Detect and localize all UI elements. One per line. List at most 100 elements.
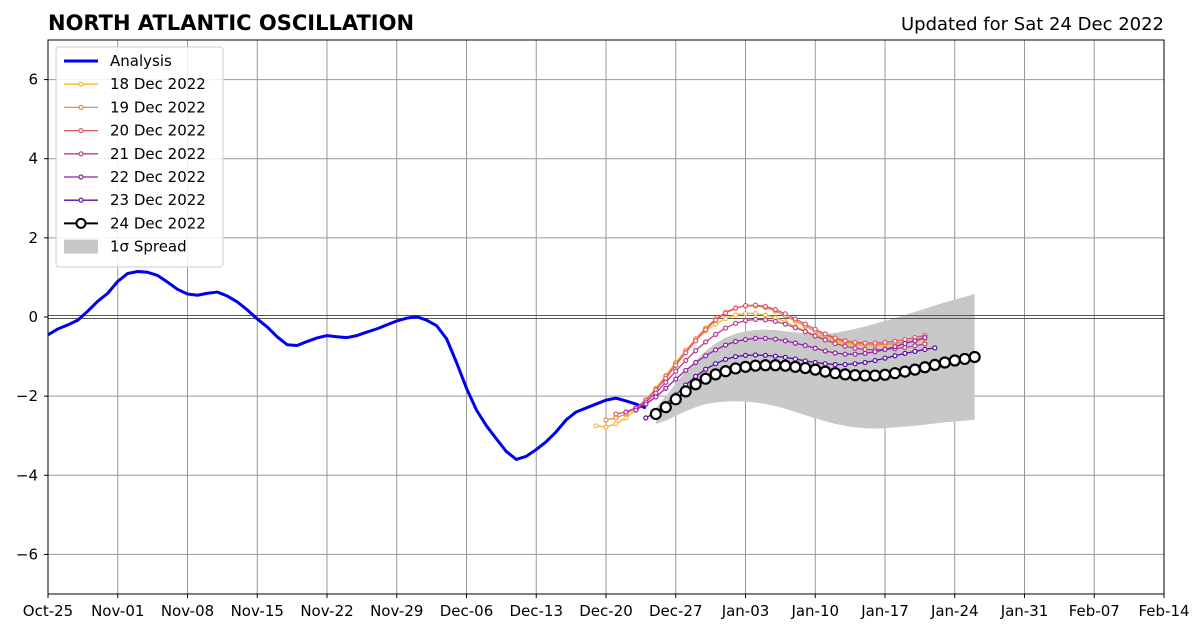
- data-point: [902, 340, 908, 347]
- zero-line: [48, 315, 1164, 319]
- data-point: [673, 376, 679, 382]
- data-point: [679, 385, 692, 398]
- data-point: [829, 367, 842, 380]
- legend-marker: [78, 151, 84, 157]
- data-point: [772, 318, 778, 324]
- data-point: [802, 321, 808, 327]
- x-tick-label: Feb-14: [1138, 602, 1189, 620]
- data-point: [742, 302, 749, 309]
- x-tick-label: Jan-10: [790, 602, 839, 620]
- y-tick-label: −4: [16, 466, 38, 484]
- data-point: [613, 421, 619, 427]
- data-point: [673, 368, 679, 374]
- data-point: [782, 311, 788, 317]
- data-point: [812, 333, 818, 339]
- data-point: [922, 341, 928, 347]
- legend-box: [55, 46, 224, 268]
- data-point: [862, 340, 868, 346]
- data-point: [713, 361, 719, 367]
- x-tick-label: Dec-27: [649, 602, 703, 620]
- data-point: [613, 411, 619, 417]
- data-point: [802, 342, 808, 349]
- data-point: [713, 317, 719, 323]
- y-tick-label: 2: [28, 229, 38, 247]
- data-point: [663, 379, 669, 385]
- data-point: [663, 385, 669, 391]
- data-point: [912, 348, 918, 355]
- legend-label: 19 Dec 2022: [110, 98, 206, 116]
- data-point: [722, 325, 729, 331]
- series-line-analysis: [47, 269, 647, 461]
- data-point: [872, 349, 878, 355]
- y-tick-label: −6: [16, 545, 38, 563]
- data-point: [643, 401, 649, 407]
- data-point: [932, 345, 938, 351]
- data-point: [822, 361, 828, 367]
- forecast-series: [623, 316, 928, 415]
- data-point: [732, 305, 739, 311]
- data-point: [902, 350, 908, 357]
- data-point: [683, 367, 689, 374]
- data-point: [732, 320, 739, 326]
- data-point: [912, 343, 918, 349]
- legend-marker: [75, 217, 87, 229]
- data-point: [722, 356, 729, 362]
- axes: Oct-25 Nov-01 Nov-08 Nov-15 Nov-22 Nov-29 Dec-…: [16, 39, 1190, 620]
- data-point: [918, 361, 931, 374]
- data-point: [812, 326, 818, 332]
- data-point: [732, 312, 739, 318]
- data-point: [762, 335, 769, 341]
- data-point: [842, 351, 848, 357]
- data-point: [858, 369, 872, 382]
- data-point: [908, 363, 921, 376]
- x-tick-label: Jan-31: [1000, 602, 1049, 620]
- data-point: [948, 354, 961, 367]
- data-point: [922, 346, 928, 353]
- data-point: [752, 302, 759, 308]
- legend-marker: [78, 81, 84, 87]
- data-point: [649, 407, 662, 421]
- data-point: [722, 342, 729, 348]
- data-point: [693, 338, 699, 344]
- data-point: [593, 423, 599, 429]
- data-point: [782, 354, 788, 360]
- data-point: [892, 344, 898, 350]
- data-point: [709, 368, 722, 381]
- data-point: [852, 345, 858, 351]
- legend-swatch: [64, 239, 98, 254]
- data-point: [812, 345, 818, 351]
- x-tick-label: Jan-17: [860, 602, 909, 620]
- legend-marker: [78, 197, 84, 203]
- data-point: [922, 334, 928, 341]
- data-point: [722, 315, 729, 322]
- y-tick-label: 6: [28, 71, 38, 89]
- data-point: [752, 335, 759, 341]
- series-group: [47, 269, 981, 461]
- data-point: [759, 359, 772, 372]
- data-point: [752, 352, 759, 358]
- legend-marker: [78, 174, 84, 180]
- data-point: [742, 352, 749, 358]
- data-point: [782, 338, 788, 344]
- plot-frame: [47, 39, 1165, 595]
- data-point: [659, 401, 672, 414]
- data-point: [849, 369, 862, 382]
- legend-marker: [78, 104, 84, 111]
- data-point: [782, 321, 788, 327]
- data-point: [742, 310, 749, 317]
- legend-label: 22 Dec 2022: [110, 168, 206, 186]
- x-tick-label: Jan-24: [930, 602, 979, 620]
- data-point: [703, 353, 709, 359]
- legend-marker: [78, 128, 84, 134]
- data-point: [683, 350, 689, 356]
- data-point: [799, 361, 812, 375]
- data-point: [739, 360, 752, 373]
- data-point: [872, 357, 878, 364]
- data-point: [713, 331, 719, 338]
- x-tick-label: Oct-25: [23, 602, 73, 620]
- data-point: [819, 365, 832, 378]
- data-point: [832, 350, 838, 356]
- legend-label: 18 Dec 2022: [110, 75, 206, 93]
- data-point: [732, 353, 739, 360]
- y-tick-label: −2: [16, 387, 38, 405]
